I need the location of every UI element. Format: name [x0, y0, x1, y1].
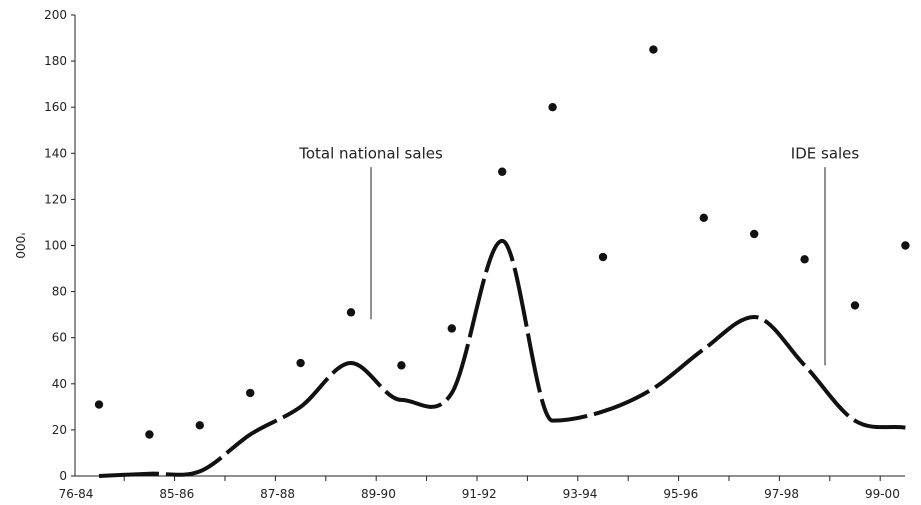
- total-sales-series: [94, 45, 910, 439]
- total-sales-annotation: Total national sales: [298, 144, 443, 162]
- total-sales-point: [699, 213, 708, 223]
- total-sales-point: [800, 255, 809, 264]
- total-sales-point: [246, 388, 255, 398]
- ide-sales-line: [98, 238, 906, 478]
- y-tick-label: 100: [44, 239, 67, 253]
- ide-sales-series: [98, 238, 906, 478]
- x-tick-label: 91-92: [462, 487, 497, 501]
- total-sales-point: [447, 324, 456, 333]
- total-sales-point: [195, 421, 204, 430]
- total-sales-point: [649, 45, 658, 54]
- y-tick-label: 80: [52, 285, 67, 299]
- y-tick-label: 140: [44, 146, 67, 160]
- annotations: Total national sales IDE sales: [298, 144, 860, 366]
- y-tick-label: 0: [59, 469, 67, 483]
- total-sales-point: [901, 241, 910, 250]
- x-tick-label: 95-96: [663, 487, 698, 501]
- total-sales-point: [598, 252, 608, 262]
- y-tick-label: 60: [52, 331, 67, 345]
- x-tick-label: 93-94: [563, 487, 598, 501]
- total-sales-point: [850, 301, 860, 310]
- total-sales-point: [346, 308, 356, 317]
- y-tick-label: 180: [44, 54, 67, 68]
- y-tick-label: 40: [52, 377, 67, 391]
- ide-sales-annotation: IDE sales: [791, 144, 860, 162]
- x-tick-label: 99-00: [865, 487, 900, 501]
- total-sales-point: [750, 229, 759, 239]
- x-tick-label: 85-86: [159, 487, 194, 501]
- y-axis-label: '000: [13, 232, 27, 258]
- x-tick-label: 76-84: [59, 487, 94, 501]
- total-sales-point: [296, 358, 305, 368]
- x-tick-label: 97-98: [764, 487, 799, 501]
- y-tick-label: 20: [52, 423, 67, 437]
- total-sales-point: [145, 430, 154, 439]
- total-sales-point: [397, 361, 406, 370]
- y-tick-label: 120: [44, 192, 67, 206]
- total-sales-point: [498, 167, 507, 176]
- axes: 0 20 40 60 80 100 120 140 160 180 200 '000 76-84 85-8…: [13, 8, 905, 501]
- y-tick-label: 200: [44, 8, 67, 22]
- total-sales-point: [548, 103, 557, 112]
- x-tick-label: 87-88: [260, 487, 295, 501]
- x-tick-label: 89-90: [361, 487, 396, 501]
- y-tick-label: 160: [44, 100, 67, 114]
- total-sales-point: [94, 400, 104, 409]
